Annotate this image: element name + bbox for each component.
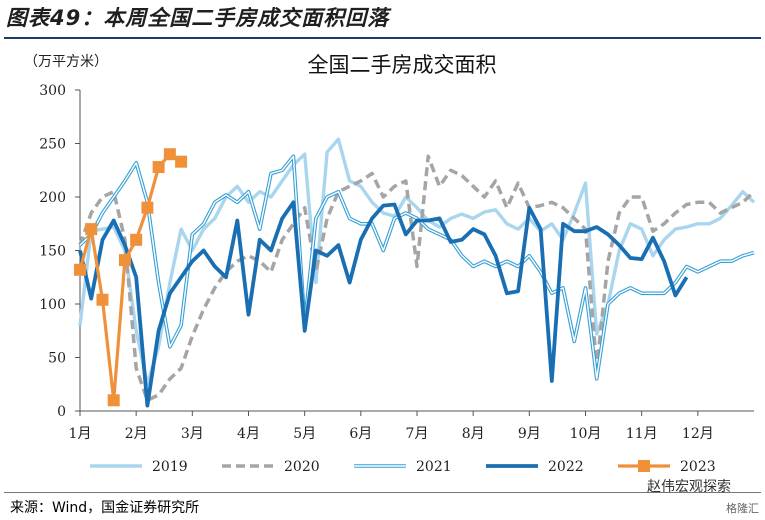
series-marker-2023 (74, 263, 86, 276)
watermark-secondary: 格隆汇 (726, 502, 759, 515)
series-marker-2023 (163, 148, 176, 161)
legend-label-2022: 2022 (548, 459, 584, 475)
series-marker-2023 (107, 394, 120, 407)
series-marker-2023 (175, 155, 188, 168)
series-line-2023 (78, 152, 182, 402)
y-tick-label: 250 (39, 137, 66, 153)
legend-label-2019: 2019 (152, 459, 188, 475)
source-note: 来源：Wind，国金证券研究所 (10, 500, 200, 516)
x-tick-label: 5月 (293, 426, 316, 442)
series-layer (74, 137, 756, 408)
legend: 2019 2020 2021 2022 2023 (90, 459, 716, 475)
y-tick-label: 0 (57, 404, 66, 420)
y-axis-unit: （万平方米） (24, 54, 108, 70)
series-marker-2023 (141, 201, 154, 214)
series-marker-2023 (130, 233, 143, 246)
series-line-2022 (78, 200, 689, 408)
y-tick-label: 100 (39, 297, 66, 313)
x-tick-label: 3月 (181, 426, 204, 442)
series-marker-2023 (118, 254, 131, 267)
y-tick-label: 50 (48, 351, 66, 367)
legend-label-2021: 2021 (416, 459, 452, 475)
y-tick-label: 200 (39, 190, 66, 206)
legend-marker-2023 (638, 460, 650, 472)
series-line-2021-inner (79, 155, 755, 380)
x-tick-label: 9月 (518, 426, 541, 442)
axes: 0 50 100 150 200 250 300 1月 2月 3月 4月 5月 6月 7月 8月 9月 10月 1… (39, 83, 754, 442)
y-tick-label: 300 (39, 83, 66, 99)
legend-label-2023: 2023 (680, 459, 716, 475)
footer-rule (4, 492, 761, 493)
x-tick-label: 1月 (69, 426, 92, 442)
figure-title: 图表49：本周全国二手房成交面积回落 (6, 6, 390, 30)
x-tick-label: 8月 (462, 426, 485, 442)
series-line-2020 (78, 154, 756, 403)
x-tick-label: 4月 (237, 426, 260, 442)
watermark: 赵伟宏观探索 (647, 479, 731, 495)
series-line-2019 (78, 137, 756, 386)
x-tick-label: 7月 (406, 426, 429, 442)
legend-label-2020: 2020 (284, 459, 320, 475)
x-tick-label: 10月 (570, 426, 602, 442)
x-tick-label: 11月 (626, 426, 658, 442)
series-marker-2023 (96, 293, 109, 306)
chart-title: 全国二手房成交面积 (308, 53, 497, 77)
series-marker-2023 (85, 223, 98, 236)
title-rule (4, 37, 761, 39)
x-tick-label: 2月 (125, 426, 148, 442)
x-tick-label: 12月 (682, 426, 714, 442)
y-tick-label: 150 (39, 244, 66, 260)
x-tick-label: 6月 (349, 426, 372, 442)
series-marker-2023 (152, 161, 165, 174)
